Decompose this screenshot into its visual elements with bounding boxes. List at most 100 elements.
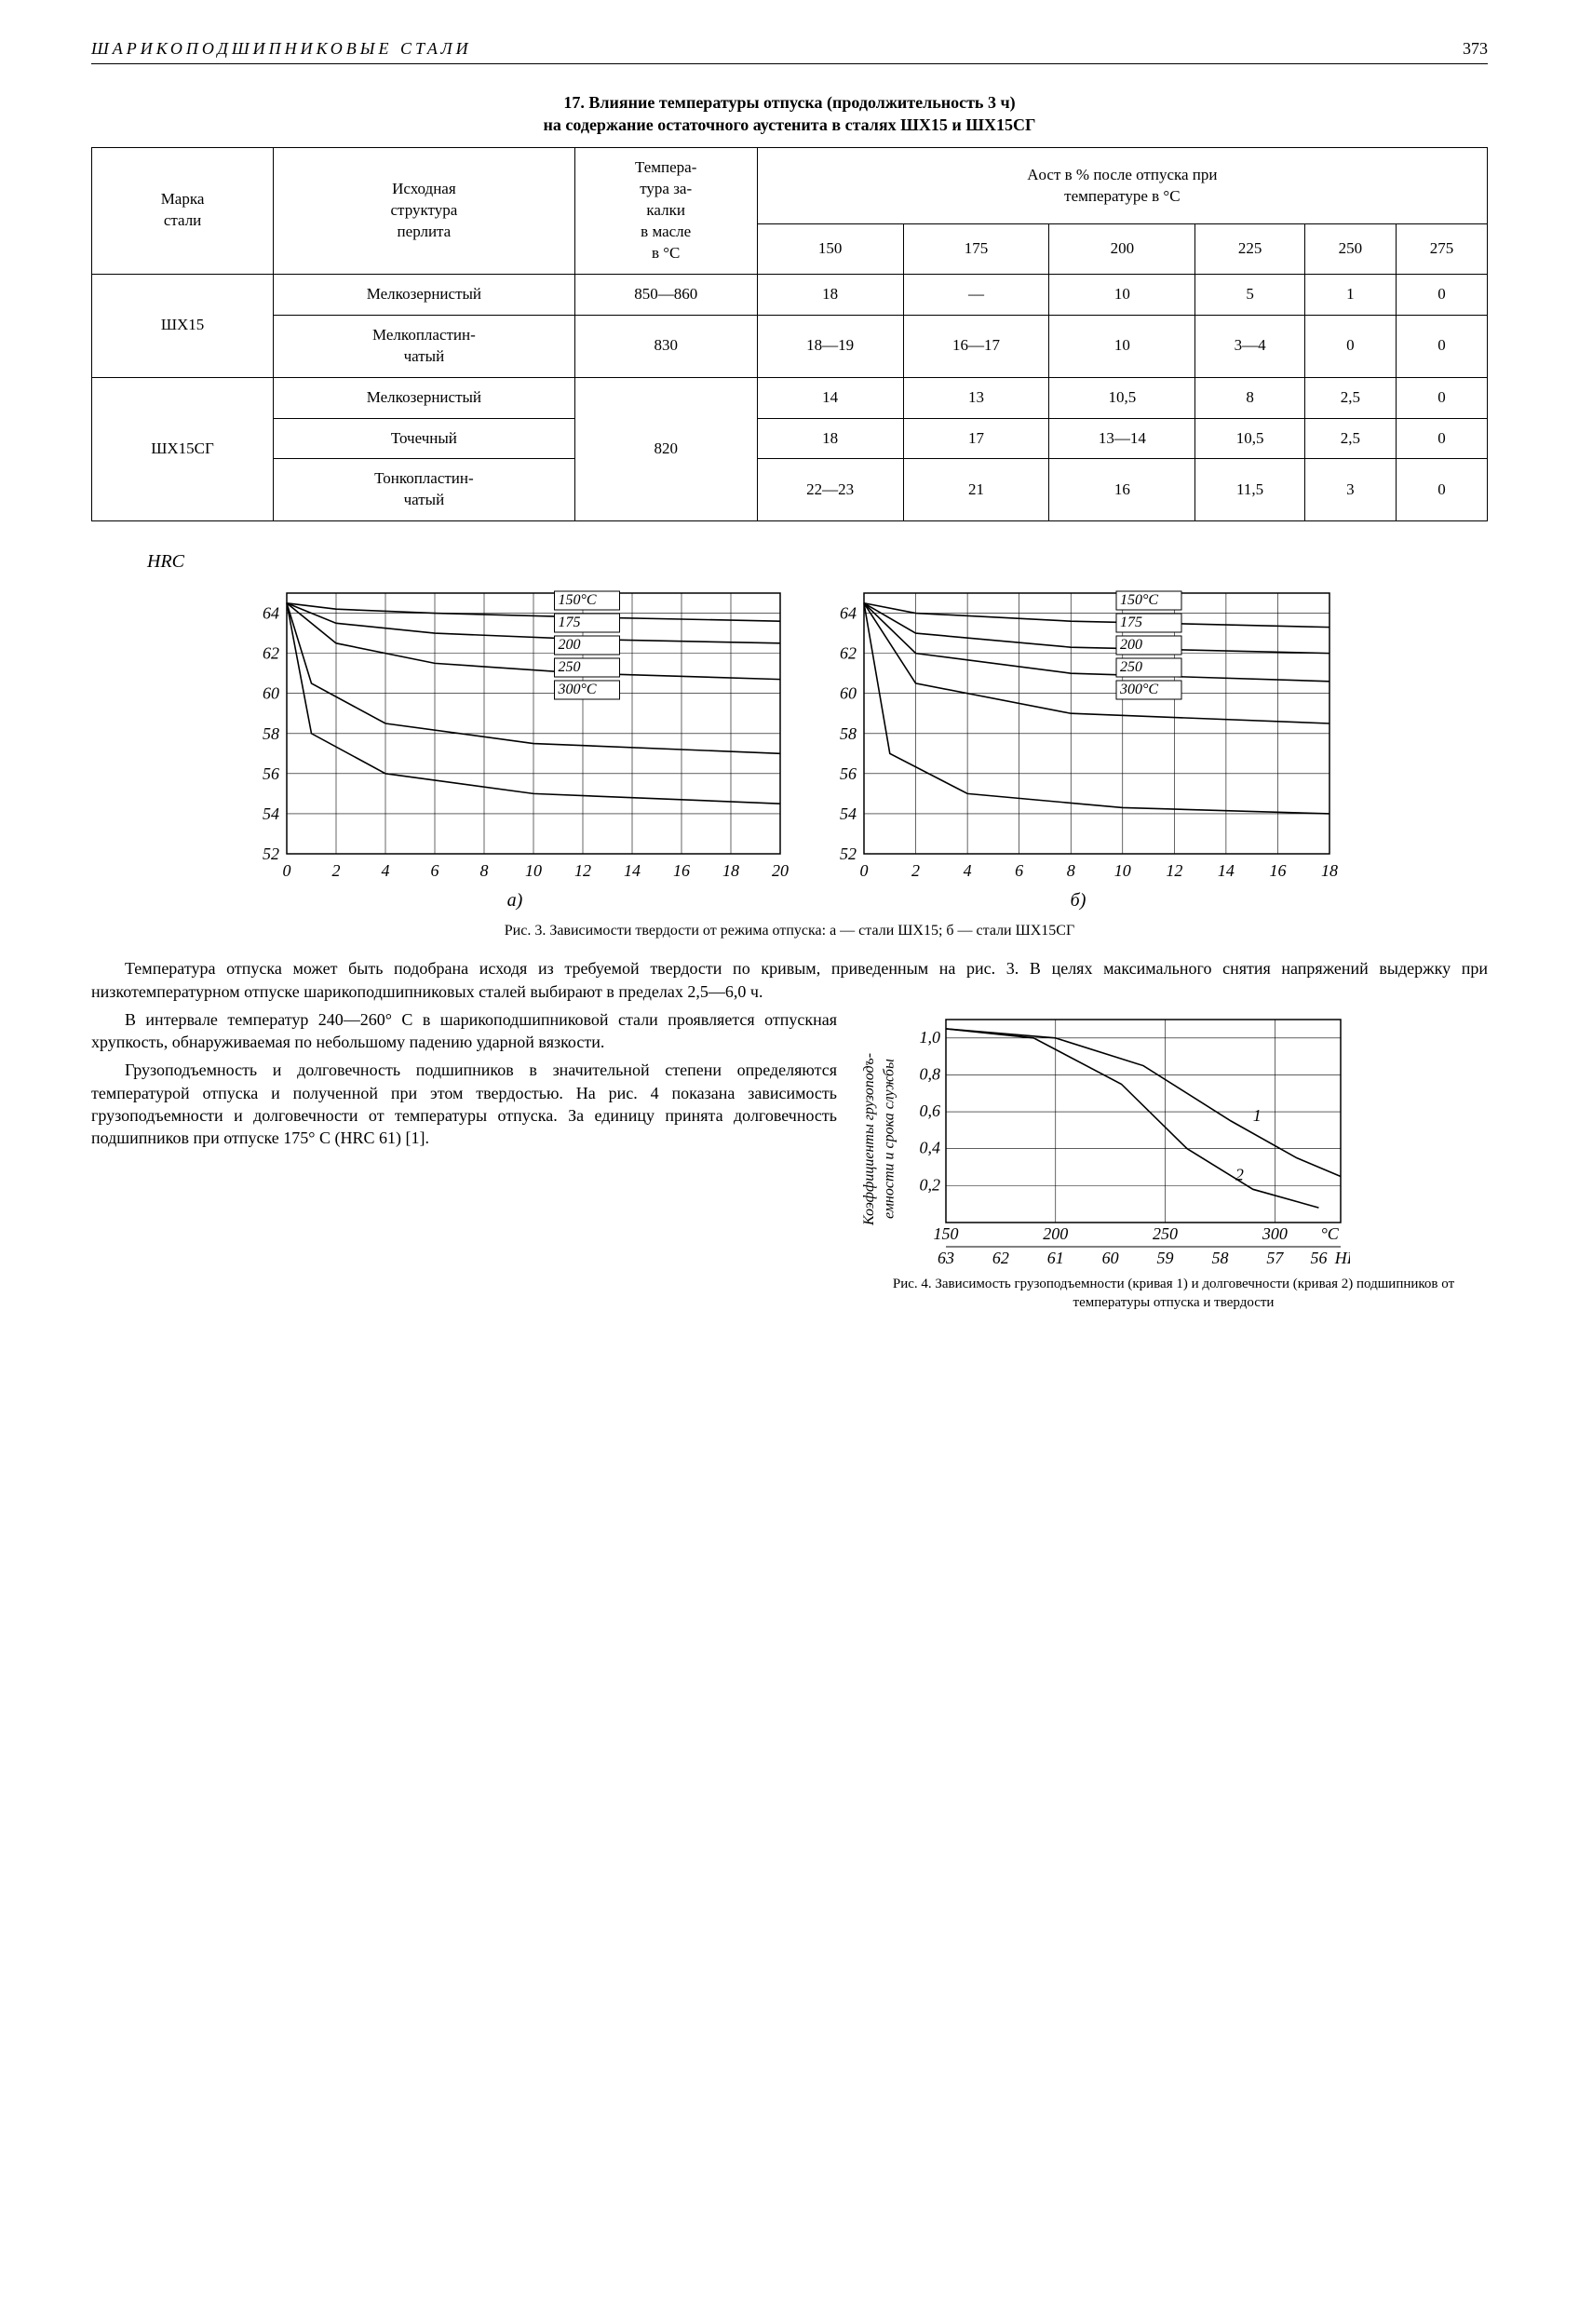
svg-text:16: 16 <box>673 861 690 880</box>
temp-col: 175 <box>903 223 1049 274</box>
col-aost: Aост в % после отпуска притемпературе в … <box>757 148 1487 224</box>
svg-text:12: 12 <box>1166 861 1182 880</box>
cell-value: 17 <box>903 418 1049 459</box>
svg-text:18: 18 <box>722 861 739 880</box>
svg-text:58: 58 <box>1212 1249 1229 1267</box>
svg-text:200: 200 <box>559 637 581 653</box>
cell-value: 0 <box>1396 315 1487 377</box>
svg-text:2: 2 <box>1235 1165 1244 1183</box>
cell-value: 5 <box>1195 274 1305 315</box>
svg-text:1: 1 <box>1253 1106 1262 1125</box>
cell-value: 2,5 <box>1304 377 1396 418</box>
para-2: В интервале температур 240—260° С в шари… <box>91 1008 837 1054</box>
svg-text:61: 61 <box>1047 1249 1064 1267</box>
cell-temp: 850—860 <box>574 274 757 315</box>
cell-value: 18 <box>757 418 903 459</box>
col-struct: Исходнаяструктураперлита <box>274 148 575 275</box>
svg-text:HRC: HRC <box>1334 1249 1350 1267</box>
figure-3a: 5254565860626402468101214161820150°C1752… <box>240 584 790 912</box>
cell-temp: 820 <box>574 377 757 521</box>
temp-col: 225 <box>1195 223 1305 274</box>
svg-text:60: 60 <box>263 684 279 703</box>
cell-value: 3—4 <box>1195 315 1305 377</box>
hrc-label: HRC <box>147 549 1488 574</box>
cell-value: 0 <box>1396 274 1487 315</box>
cell-value: 2,5 <box>1304 418 1396 459</box>
temp-col: 150 <box>757 223 903 274</box>
cell-value: 0 <box>1304 315 1396 377</box>
svg-text:62: 62 <box>263 644 279 663</box>
cell-value: 14 <box>757 377 903 418</box>
cell-value: 22—23 <box>757 459 903 521</box>
svg-text:300°C: 300°C <box>1119 682 1158 697</box>
cell-struct: Тонкопластин-чатый <box>274 459 575 521</box>
svg-text:20: 20 <box>772 861 789 880</box>
cell-temp: 830 <box>574 315 757 377</box>
svg-text:250: 250 <box>1153 1224 1178 1243</box>
svg-text:64: 64 <box>263 604 279 623</box>
svg-text:57: 57 <box>1267 1249 1285 1267</box>
figure-3b: 52545658606264024681012141618150°C175200… <box>817 584 1339 912</box>
svg-text:64: 64 <box>840 604 857 623</box>
page-number: 373 <box>1463 37 1488 60</box>
svg-text:16: 16 <box>1269 861 1286 880</box>
figure-4: Коэффициенты грузоподъ- емности и срока … <box>859 1008 1488 1330</box>
cell-marka: ШХ15 <box>92 274 274 377</box>
cell-value: — <box>903 274 1049 315</box>
cell-value: 13—14 <box>1049 418 1195 459</box>
cell-struct: Точечный <box>274 418 575 459</box>
figure-3-row: 5254565860626402468101214161820150°C1752… <box>91 584 1488 912</box>
svg-text:52: 52 <box>840 844 857 863</box>
svg-text:°C: °C <box>1321 1224 1340 1243</box>
svg-text:200: 200 <box>1120 637 1142 653</box>
svg-text:60: 60 <box>1102 1249 1119 1267</box>
cell-value: 10,5 <box>1195 418 1305 459</box>
svg-text:0,8: 0,8 <box>920 1064 941 1083</box>
austenite-table: МаркасталиИсходнаяструктураперлитаТемпер… <box>91 147 1488 521</box>
svg-text:250: 250 <box>559 659 581 675</box>
svg-text:12: 12 <box>574 861 591 880</box>
chart-4-svg: 1,00,80,60,40,2150200250300°C63626160595… <box>903 1008 1350 1269</box>
sublabel-b: б) <box>817 888 1339 913</box>
svg-text:6: 6 <box>1015 861 1023 880</box>
col-marka: Маркастали <box>92 148 274 275</box>
svg-text:60: 60 <box>840 684 857 703</box>
cell-value: 0 <box>1396 459 1487 521</box>
svg-text:6: 6 <box>431 861 439 880</box>
cell-value: 0 <box>1396 377 1487 418</box>
cell-value: 16 <box>1049 459 1195 521</box>
svg-text:14: 14 <box>624 861 641 880</box>
svg-text:0,6: 0,6 <box>920 1101 941 1120</box>
svg-text:4: 4 <box>964 861 972 880</box>
temp-col: 275 <box>1396 223 1487 274</box>
cell-value: 18 <box>757 274 903 315</box>
svg-text:52: 52 <box>263 844 279 863</box>
running-title: ШАРИКОПОДШИПНИКОВЫЕ СТАЛИ <box>91 37 472 60</box>
svg-text:10: 10 <box>1114 861 1131 880</box>
svg-text:0: 0 <box>860 861 869 880</box>
svg-text:62: 62 <box>840 644 857 663</box>
fig3-caption: Рис. 3. Зависимости твердости от режима … <box>91 921 1488 941</box>
cell-value: 16—17 <box>903 315 1049 377</box>
chart-3b-svg: 52545658606264024681012141618150°C175200… <box>817 584 1339 882</box>
cell-value: 3 <box>1304 459 1396 521</box>
svg-text:8: 8 <box>480 861 489 880</box>
table-caption: 17. Влияние температуры отпуска (продолж… <box>91 92 1488 136</box>
cell-value: 18—19 <box>757 315 903 377</box>
svg-text:0,4: 0,4 <box>920 1139 941 1157</box>
fig4-ylabel: Коэффициенты грузоподъ- емности и срока … <box>859 1008 899 1269</box>
svg-text:2: 2 <box>911 861 920 880</box>
col-temp: Темпера-тура за-калкив маслев °C <box>574 148 757 275</box>
svg-text:175: 175 <box>559 615 581 630</box>
svg-text:14: 14 <box>1218 861 1235 880</box>
svg-text:58: 58 <box>840 724 857 743</box>
svg-text:300°C: 300°C <box>558 682 597 697</box>
cell-marka: ШХ15СГ <box>92 377 274 521</box>
svg-text:8: 8 <box>1067 861 1075 880</box>
svg-text:175: 175 <box>1120 615 1142 630</box>
cell-value: 0 <box>1396 418 1487 459</box>
cell-value: 10,5 <box>1049 377 1195 418</box>
svg-text:150°C: 150°C <box>559 592 597 608</box>
svg-text:63: 63 <box>938 1249 954 1267</box>
cell-value: 1 <box>1304 274 1396 315</box>
